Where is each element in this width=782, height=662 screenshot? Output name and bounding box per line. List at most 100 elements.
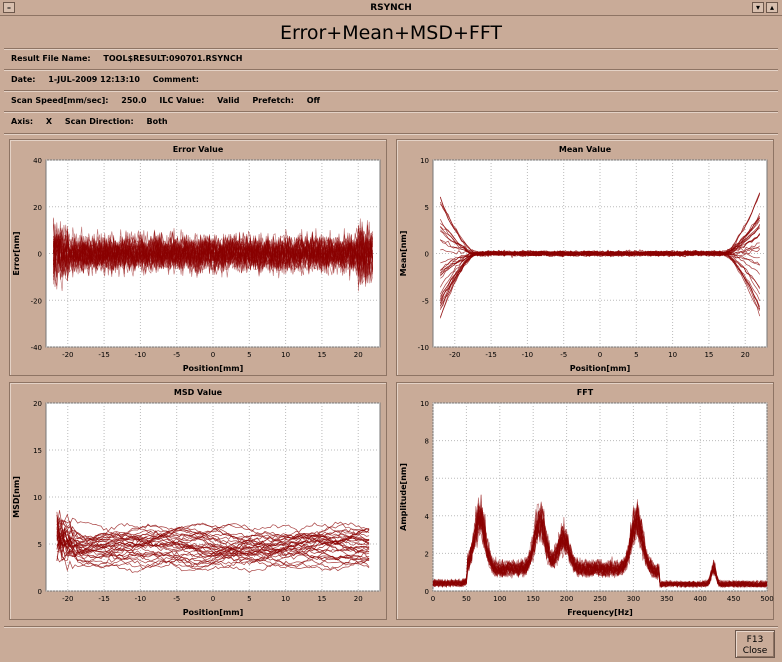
divider	[4, 48, 778, 50]
page-title: Error+Mean+MSD+FFT	[279, 22, 503, 44]
y-axis-label: Amplitude[nm]	[399, 463, 408, 531]
x-tick-label: 250	[593, 595, 606, 603]
mean-trace	[440, 249, 761, 302]
x-tick-label: 0	[211, 595, 215, 603]
axis-value: X	[45, 117, 53, 126]
scan-direction-value: Both	[146, 117, 168, 126]
error-trace	[53, 221, 373, 277]
msd-value-panel: MSD Value -20 -15 -10 -5 0 5 10 15 20 0 5 10 15 20 Pos…	[9, 382, 387, 620]
prefetch-label: Prefetch:	[252, 96, 294, 105]
x-tick-label: 0	[598, 351, 602, 359]
scan-speed-row: Scan Speed[mm/sec]: 250.0 ILC Value: Val…	[11, 95, 330, 107]
x-axis-label: Frequency[Hz]	[567, 608, 633, 617]
x-tick-label: 400	[694, 595, 707, 603]
scan-direction-label: Scan Direction:	[64, 117, 134, 126]
x-tick-label: 20	[354, 351, 363, 359]
y-tick-label: 15	[33, 447, 42, 455]
y-tick-label: 0	[425, 588, 429, 596]
x-tick-label: -10	[135, 351, 146, 359]
x-tick-label: -20	[62, 351, 73, 359]
x-tick-label: 10	[281, 595, 290, 603]
y-tick-label: -20	[31, 297, 42, 305]
x-tick-label: -20	[449, 351, 460, 359]
scan-speed-label: Scan Speed[mm/sec]:	[11, 96, 109, 105]
msd-trace	[56, 538, 370, 568]
close-button[interactable]: F13 Close	[735, 630, 775, 658]
x-tick-label: 200	[560, 595, 573, 603]
date-label: Date:	[11, 75, 36, 84]
fft-trace	[432, 508, 768, 588]
error-value-title: Error Value	[172, 145, 224, 154]
y-tick-label: 20	[33, 204, 42, 212]
mean-trace	[440, 234, 760, 259]
x-tick-label: 0	[211, 351, 215, 359]
date-row: Date: 1-JUL-2009 12:13:10 Comment:	[11, 74, 209, 86]
y-axis-label: MSD[nm]	[12, 476, 21, 518]
x-tick-label: -20	[62, 595, 73, 603]
x-tick-label: -5	[173, 351, 180, 359]
x-tick-label: 0	[431, 595, 435, 603]
y-tick-label: 5	[38, 541, 42, 549]
error-trace	[53, 232, 373, 285]
msd-trace	[56, 516, 370, 549]
maximize-button[interactable]: ▴	[766, 2, 778, 13]
divider	[4, 111, 778, 113]
msd-value-title: MSD Value	[173, 388, 223, 397]
divider	[4, 90, 778, 92]
y-tick-label: 4	[425, 513, 430, 521]
fft-trace	[432, 502, 768, 588]
x-tick-label: 10	[281, 351, 290, 359]
mean-value-panel: Mean Value -20 -15 -10 -5 0 5 10 15 20 -10 -5 0 5 10 P…	[396, 139, 774, 376]
x-tick-label: -10	[135, 595, 146, 603]
msd-trace	[56, 538, 370, 572]
x-tick-label: 450	[727, 595, 740, 603]
prefetch-value: Off	[306, 96, 320, 105]
x-tick-label: 20	[354, 595, 363, 603]
y-tick-label: 10	[420, 157, 429, 165]
msd-trace	[56, 520, 370, 560]
mean-value-chart: -20 -15 -10 -5 0 5 10 15 20 -10 -5 0 5 10 Position[mm]…	[399, 157, 768, 373]
y-tick-label: 2	[425, 550, 429, 558]
result-file-label: Result File Name:	[11, 54, 91, 63]
divider	[4, 626, 778, 628]
error-trace	[53, 229, 373, 275]
msd-trace	[56, 526, 370, 558]
error-trace	[53, 231, 373, 282]
x-tick-label: 100	[493, 595, 506, 603]
window-titlebar: – RSYNCH ▾ ▴	[0, 0, 782, 16]
window-menu-button[interactable]: –	[3, 2, 15, 13]
x-tick-label: -5	[173, 595, 180, 603]
close-key-label: F13	[746, 634, 764, 645]
x-tick-label: 50	[462, 595, 471, 603]
error-value-panel: Error Value -20 -15 -10 -5 0 5 10 15 20 -40 -20 0 20…	[9, 139, 387, 376]
y-tick-label: 8	[425, 438, 429, 446]
fft-panel: FFT 0 50 100 150 200 250 300 350 400 450 500 0 2 4 6 8 1…	[396, 382, 774, 620]
scan-speed-value: 250.0	[121, 96, 147, 105]
x-tick-label: 150	[527, 595, 540, 603]
msd-trace	[56, 531, 370, 568]
divider	[4, 133, 778, 135]
fft-trace	[432, 494, 768, 589]
msd-value-chart: -20 -15 -10 -5 0 5 10 15 20 0 5 10 15 20 Position[mm] M…	[12, 400, 381, 617]
x-tick-label: 500	[760, 595, 773, 603]
date-value: 1-JUL-2009 12:13:10	[48, 75, 140, 84]
x-tick-label: 5	[247, 351, 251, 359]
x-tick-label: 15	[317, 351, 326, 359]
axis-label: Axis:	[11, 117, 34, 126]
x-tick-label: 5	[634, 351, 638, 359]
minimize-button[interactable]: ▾	[752, 2, 764, 13]
y-tick-label: 10	[33, 494, 42, 502]
y-tick-label: 6	[425, 475, 430, 483]
ilc-value: Valid	[217, 96, 240, 105]
x-axis-label: Position[mm]	[570, 364, 631, 373]
y-axis-label: Mean[nm]	[399, 231, 408, 277]
x-axis-label: Position[mm]	[183, 608, 244, 617]
x-tick-label: -15	[485, 351, 496, 359]
ilc-label: ILC Value:	[159, 96, 205, 105]
msd-trace	[56, 537, 370, 561]
msd-trace	[56, 535, 370, 573]
y-tick-label: 10	[420, 400, 429, 408]
x-tick-label: -10	[522, 351, 533, 359]
y-tick-label: 0	[38, 588, 42, 596]
fft-trace	[432, 507, 767, 588]
